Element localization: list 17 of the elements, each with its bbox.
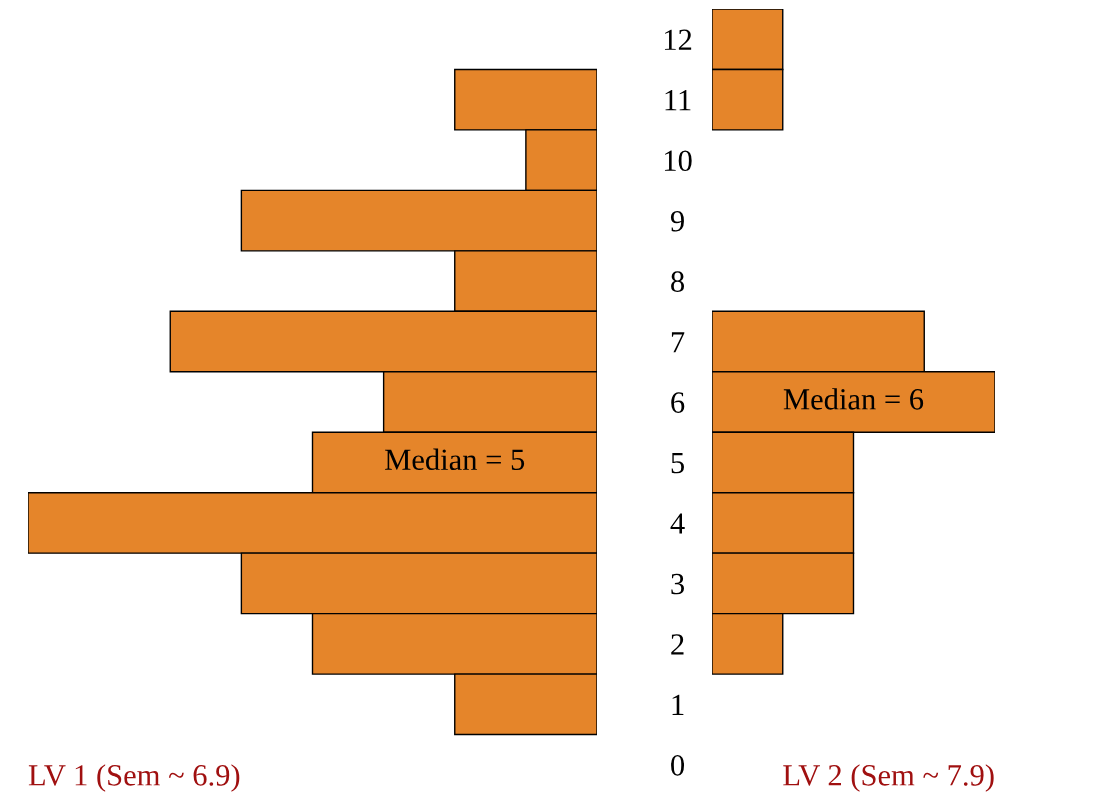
annotation: Median = 6 <box>783 388 924 410</box>
y-tick-label: 7 <box>671 332 685 353</box>
y-tick-label: 12 <box>664 29 692 50</box>
x-axis-title: LV 1 (Sem ~ 6.9) <box>28 764 240 792</box>
x-axis-title: LV 2 (Sem ~ 7.9) <box>783 764 994 792</box>
y-tick-label: 2 <box>671 634 684 655</box>
y-tick-label: 10 <box>664 150 692 172</box>
y-tick-label: 5 <box>671 453 684 474</box>
y-tick-label: 3 <box>671 573 684 595</box>
annotation: Median = 5 <box>385 448 525 471</box>
y-tick-label: 8 <box>671 271 685 292</box>
y-tick-label: 11 <box>665 90 691 111</box>
y-tick-label: 9 <box>670 210 684 232</box>
y-tick-label: 6 <box>671 392 685 413</box>
y-tick-label: 1 <box>672 694 684 715</box>
y-tick-label: 0 <box>671 755 685 776</box>
y-tick-label: 4 <box>670 513 685 534</box>
